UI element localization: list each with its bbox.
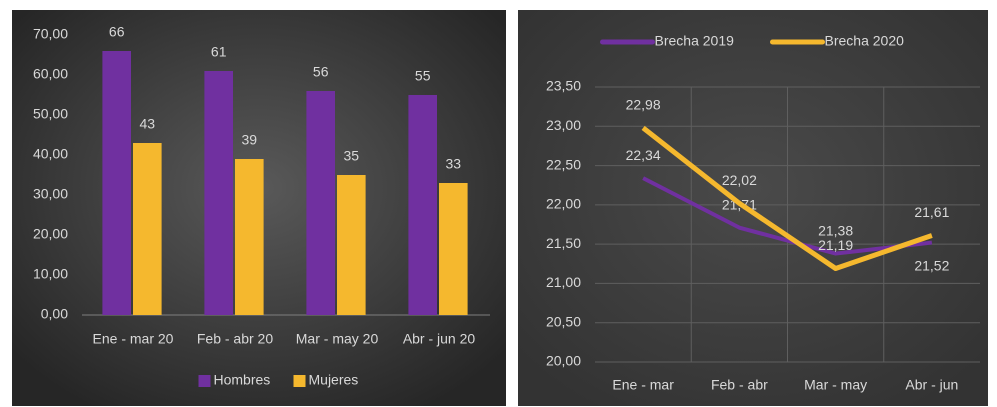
bar: [439, 183, 468, 315]
data-label: 33: [446, 156, 462, 172]
y-tick-label: 50,00: [33, 106, 68, 122]
bar: [102, 51, 131, 315]
bar: [235, 159, 264, 315]
line: [641, 125, 933, 271]
x-tick-label: Abr - jun 20: [403, 331, 476, 347]
right-panel: [518, 10, 988, 406]
bar: [408, 95, 437, 315]
data-label: 21,38: [818, 222, 853, 238]
x-tick-label: Feb - abr: [711, 377, 768, 393]
bar: [337, 175, 366, 315]
x-tick-label: Abr - jun: [905, 377, 958, 393]
bar: [133, 143, 162, 315]
data-label: 61: [211, 44, 227, 60]
data-label: 55: [415, 68, 431, 84]
data-label: 56: [313, 64, 329, 80]
y-tick-label: 21,50: [546, 235, 581, 251]
data-label: 21,61: [914, 204, 949, 220]
y-tick-label: 30,00: [33, 186, 68, 202]
legend-label: Mujeres: [309, 372, 359, 388]
y-tick-label: 23,00: [546, 117, 581, 133]
bar: [306, 91, 335, 315]
y-tick-label: 20,00: [33, 226, 68, 242]
y-tick-label: 10,00: [33, 266, 68, 282]
y-tick-label: 22,50: [546, 156, 581, 172]
x-tick-label: Mar - may: [804, 377, 867, 393]
data-label: 21,19: [818, 237, 853, 253]
y-tick-label: 60,00: [33, 66, 68, 82]
data-label: 21,52: [914, 257, 949, 273]
data-label: 22,02: [722, 172, 757, 188]
data-label: 39: [242, 132, 258, 148]
legend-label: Hombres: [214, 372, 271, 388]
legend-swatch: [293, 375, 306, 387]
x-tick-label: Mar - may 20: [296, 331, 379, 347]
x-tick-label: Feb - abr 20: [197, 331, 273, 347]
line: [642, 176, 933, 256]
y-tick-label: 20,50: [546, 313, 581, 329]
y-tick-label: 21,00: [546, 274, 581, 290]
bar: [204, 71, 233, 315]
data-label: 35: [344, 148, 360, 164]
x-tick-label: Ene - mar: [612, 377, 674, 393]
y-tick-label: 40,00: [33, 146, 68, 162]
y-tick-label: 20,00: [546, 353, 581, 369]
data-label: 22,34: [626, 147, 661, 163]
y-tick-label: 70,00: [33, 26, 68, 42]
legend-label: Brecha 2019: [655, 33, 735, 49]
data-label: 43: [140, 116, 156, 132]
legend-label: Brecha 2020: [825, 33, 905, 49]
data-label: 66: [109, 24, 125, 40]
y-tick-label: 23,50: [546, 78, 581, 94]
y-tick-label: 22,00: [546, 196, 581, 212]
legend-swatch: [198, 375, 211, 387]
x-tick-label: Ene - mar 20: [93, 331, 174, 347]
y-tick-label: 0,00: [41, 306, 68, 322]
data-label: 22,98: [626, 97, 661, 113]
